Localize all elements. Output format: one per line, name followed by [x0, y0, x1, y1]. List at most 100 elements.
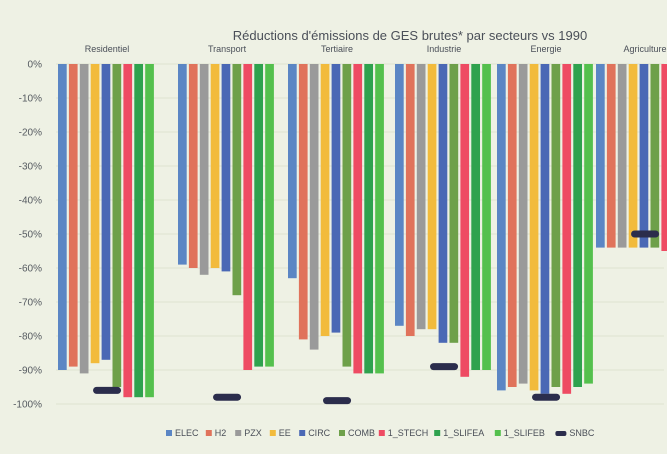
y-tick-label: -50% [19, 230, 42, 241]
y-tick-label: -100% [13, 400, 42, 411]
bar [79, 64, 89, 374]
bar [650, 64, 660, 248]
chart-title: Réductions d'émissions de GES brutes* pa… [233, 28, 587, 43]
y-tick-label: -60% [19, 264, 42, 275]
bar [375, 64, 384, 374]
snbc-marker [430, 363, 459, 371]
bar [210, 64, 220, 268]
bar [416, 64, 426, 330]
bar [449, 64, 459, 343]
y-tick-label: -10% [19, 94, 42, 105]
bar [518, 64, 528, 384]
bar [112, 64, 122, 387]
bar [254, 64, 263, 367]
snbc-marker [323, 397, 352, 405]
bar [405, 64, 415, 336]
snbc-marker [93, 386, 122, 394]
snbc-marker [631, 230, 660, 238]
bar [221, 64, 231, 272]
bar [90, 64, 100, 364]
legend-swatch [339, 430, 345, 436]
legend-swatch [494, 430, 501, 436]
bar [596, 64, 605, 248]
y-tick-label: -30% [19, 162, 42, 173]
bar [342, 64, 352, 367]
sector-label: Tertiaire [321, 44, 353, 54]
bar [134, 64, 143, 398]
bar [471, 64, 480, 370]
legend-label: 1_STECH [388, 428, 429, 438]
sector-label: Industrie [427, 44, 462, 54]
bar [320, 64, 330, 336]
bar [298, 64, 308, 340]
bar [68, 64, 78, 367]
snbc-marker [213, 393, 242, 401]
bar [232, 64, 242, 296]
sector-label: Energie [531, 44, 562, 54]
bar [562, 64, 572, 394]
legend-label: ELEC [175, 428, 199, 438]
legend-swatch [269, 430, 276, 436]
bar [101, 64, 111, 360]
legend-label: COMB [348, 428, 375, 438]
y-tick-label: -20% [19, 128, 42, 139]
legend-swatch [555, 431, 567, 436]
bar [482, 64, 491, 370]
legend-swatch [166, 430, 172, 436]
bar [551, 64, 561, 387]
bar [178, 64, 187, 265]
y-tick-label: -70% [19, 298, 42, 309]
bar [395, 64, 404, 326]
sector-label: Transport [208, 44, 247, 54]
bar [507, 64, 517, 387]
bar [639, 64, 649, 248]
bar [628, 64, 638, 248]
bar [573, 64, 582, 387]
bar [188, 64, 198, 268]
bar [353, 64, 363, 374]
bar [460, 64, 470, 377]
bar [606, 64, 616, 248]
legend-label: CIRC [308, 428, 330, 438]
legend-label: EE [279, 428, 291, 438]
legend-swatch [434, 430, 441, 436]
legend-label: SNBC [569, 428, 595, 438]
legend-swatch [235, 430, 242, 436]
legend-swatch [299, 430, 306, 436]
bar [661, 64, 667, 251]
bar [529, 64, 539, 391]
y-tick-label: -40% [19, 196, 42, 207]
bar [199, 64, 209, 275]
bar [265, 64, 274, 367]
bar [438, 64, 448, 343]
bar [497, 64, 506, 391]
bar [584, 64, 593, 384]
sector-label: Residentiel [85, 44, 130, 54]
sector-labels: Residentiel Transport Tertiaire Industrie En… [85, 44, 667, 54]
bar [123, 64, 133, 398]
bar [288, 64, 297, 279]
y-axis-ticks: 0% -10% -20% -30% -40% -50% -60% -70% -80% -90% -1… [13, 60, 42, 411]
bar [364, 64, 373, 374]
bars [58, 64, 667, 398]
legend-label: 1_SLIFEA [443, 428, 484, 438]
legend: ELEC H2 PZX EE CIRC COMB 1_STECH 1_SLIFEA 1_SLIF… [166, 428, 595, 438]
bar [331, 64, 341, 333]
legend-label: 1_SLIFEB [504, 428, 545, 438]
sector-label: Agriculture [624, 44, 667, 54]
bar [427, 64, 437, 330]
bar [617, 64, 627, 248]
bar [58, 64, 67, 370]
snbc-markers [93, 230, 660, 405]
y-tick-label: 0% [28, 60, 43, 71]
bar [243, 64, 253, 370]
bar [309, 64, 319, 350]
y-tick-label: -90% [19, 366, 42, 377]
snbc-marker [532, 393, 561, 401]
legend-swatch [205, 430, 212, 436]
bar [540, 64, 550, 394]
legend-swatch [378, 430, 385, 436]
y-tick-label: -80% [19, 332, 42, 343]
